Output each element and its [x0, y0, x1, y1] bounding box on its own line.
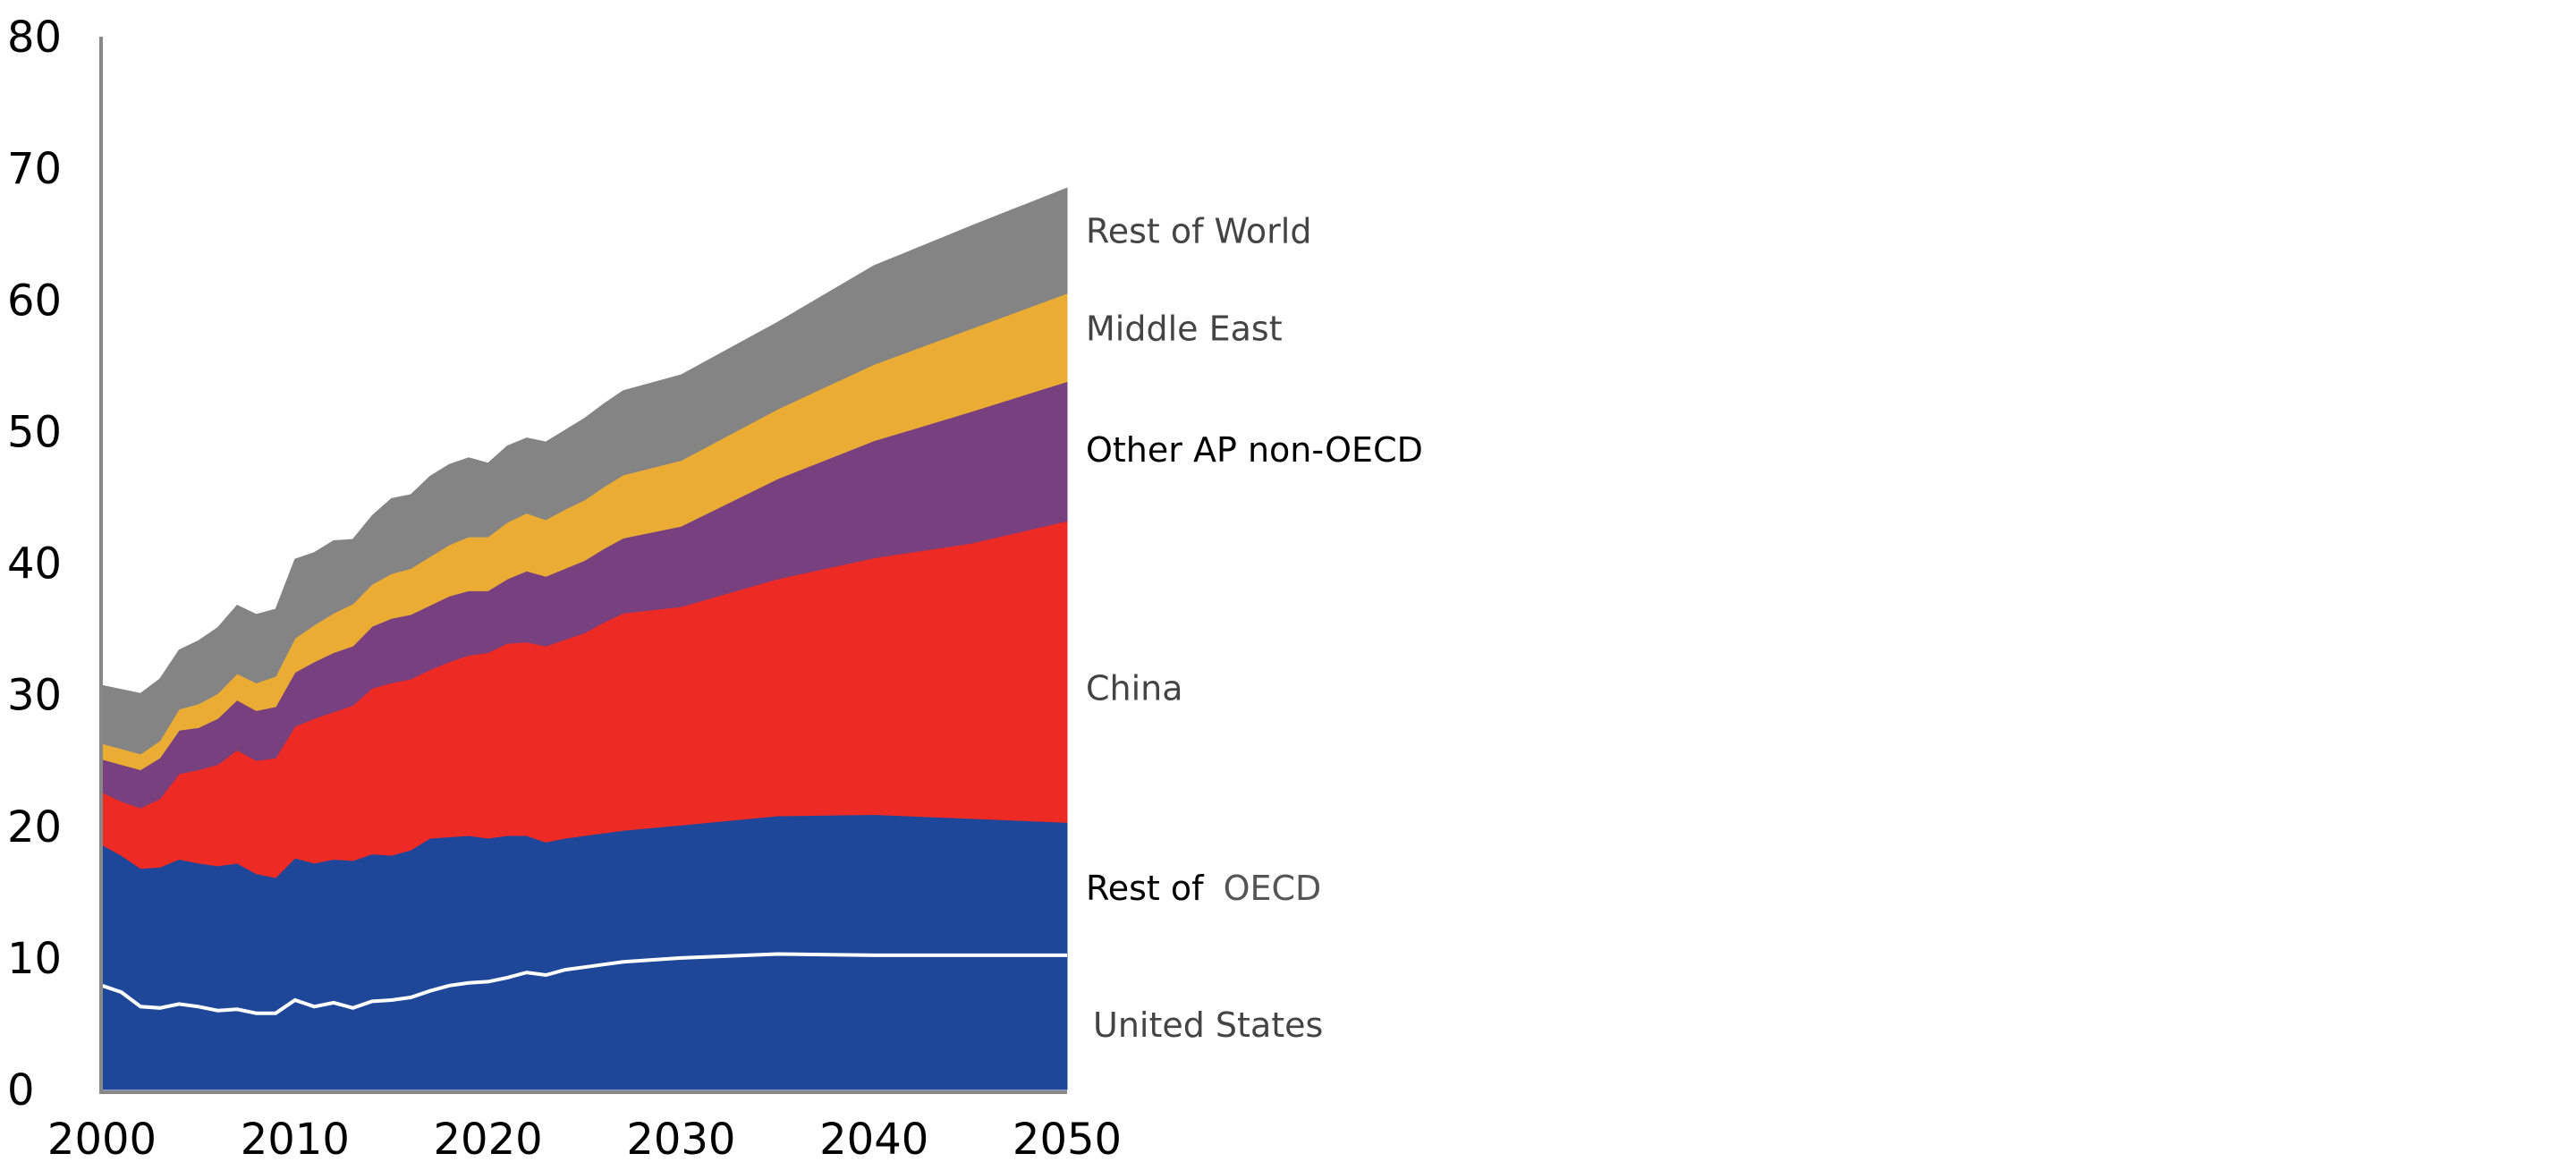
us-line-layer: [101, 952, 1067, 1015]
y-tick-label: 20: [7, 802, 62, 852]
x-tick-label: 2000: [47, 1115, 157, 1162]
label-rest-of-world: Rest of World: [1086, 212, 1311, 251]
y-tick-label: 80: [7, 13, 62, 63]
label-middle-east: Middle East: [1086, 310, 1283, 349]
label-rest-of-oecd: Rest of OECD: [1086, 869, 1321, 908]
x-tick-label: 2040: [819, 1115, 928, 1162]
x-tick-label: 2020: [434, 1115, 543, 1162]
y-tick-label: 30: [7, 671, 62, 721]
x-tick-labels: 2000 2010 2020 2030 2040 2050: [47, 1115, 1122, 1162]
series-labels: Rest of World Middle East Other AP non-O…: [1086, 212, 1423, 1045]
x-tick-label: 2010: [241, 1115, 350, 1162]
x-tick-label: 2050: [1013, 1115, 1122, 1162]
x-tick-label: 2030: [626, 1115, 735, 1162]
y-tick-labels: 0 10 20 30 40 50 60 70 80: [7, 13, 62, 1115]
areas-layer: [101, 187, 1068, 1090]
label-rest-of-oecd-part2: OECD: [1224, 869, 1322, 908]
y-tick-label: 60: [7, 276, 62, 326]
label-united-states: United States: [1093, 1005, 1323, 1045]
area-rest-of-world: [101, 187, 1068, 755]
y-tick-label: 70: [7, 144, 62, 194]
y-tick-label: 0: [7, 1065, 35, 1115]
y-tick-label: 50: [7, 407, 62, 457]
united-states-boundary-line: [101, 952, 1067, 1015]
label-other-ap-non-oecd: Other AP non-OECD: [1086, 430, 1423, 470]
label-rest-of-oecd-part1: Rest of: [1086, 869, 1205, 908]
y-tick-label: 40: [7, 539, 62, 589]
y-tick-label: 10: [7, 934, 62, 984]
label-china: China: [1086, 668, 1183, 708]
